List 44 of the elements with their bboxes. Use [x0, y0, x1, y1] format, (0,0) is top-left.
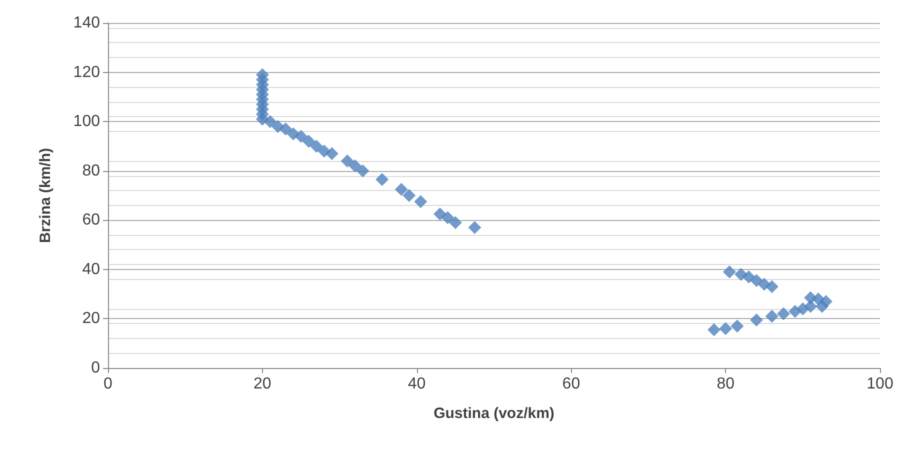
point: [433, 207, 446, 220]
x-axis-title: Gustina (voz/km): [434, 405, 554, 422]
x-tick-label: 60: [562, 376, 580, 392]
x-tick-label: 20: [254, 376, 272, 392]
point: [348, 159, 362, 172]
y-tick-label: 40: [82, 260, 100, 278]
point: [788, 304, 802, 318]
point: [402, 189, 416, 202]
point: [356, 164, 370, 178]
point: [294, 130, 308, 143]
point: [414, 195, 428, 208]
y-tick-label: 120: [73, 64, 100, 81]
y-tick-label: 140: [73, 14, 100, 32]
point: [730, 320, 744, 333]
point: [750, 313, 763, 326]
point: [708, 323, 721, 336]
point: [340, 154, 354, 168]
point: [765, 280, 778, 294]
point: [325, 147, 338, 160]
x-tick-label: 80: [716, 376, 735, 392]
y-tick-label: 80: [82, 162, 100, 180]
x-tick-label: 0: [104, 376, 113, 392]
point: [816, 300, 829, 313]
point: [310, 140, 323, 153]
point: [750, 274, 763, 288]
point: [394, 182, 408, 196]
y-tick-label: 60: [82, 212, 100, 229]
point: [441, 211, 454, 224]
y-tick-label: 100: [73, 113, 100, 130]
point: [264, 115, 277, 128]
point: [719, 322, 732, 336]
x-tick-label: 40: [408, 376, 426, 392]
point: [302, 134, 316, 148]
point: [468, 221, 482, 234]
point: [448, 216, 462, 230]
y-tick-label: 0: [91, 360, 100, 376]
point: [765, 310, 778, 323]
point: [722, 265, 736, 278]
point: [376, 172, 389, 186]
y-tick-label: 20: [82, 310, 100, 328]
point: [777, 307, 790, 320]
x-tick-label: 100: [866, 376, 894, 392]
point: [279, 122, 292, 136]
y-axis-title: Brzina (km/h): [37, 148, 54, 244]
